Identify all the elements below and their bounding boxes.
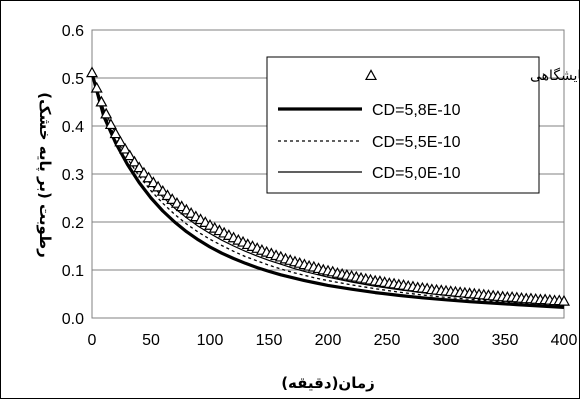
x-tick-label: 150 [256,332,283,349]
data-point [123,149,136,161]
y-tick-label: 0.2 [62,215,84,232]
x-tick-label: 50 [142,332,160,349]
x-tick-label: 200 [315,332,342,349]
legend-item-0: داده‌های آزمایشگاهی [364,67,580,84]
series-layer [85,66,571,309]
data-point [95,95,108,107]
data-point [152,180,165,192]
data-point [156,184,169,196]
series-line-1 [90,72,565,309]
x-tick-label: 300 [433,332,460,349]
x-tick-label: 100 [197,332,224,349]
y-tick-label: 0.1 [62,263,84,280]
legend-items: داده‌های آزمایشگاهی CD=5,8E-10 CD=5,5E-10 C… [278,67,580,182]
legend-item-2: CD=5,5E-10 [278,134,461,151]
data-point [85,66,99,78]
x-tick-label: 350 [492,332,519,349]
x-tick-label: 400 [551,332,578,349]
data-point [114,135,127,147]
x-axis-label: زمان(دقیقه) [281,374,375,392]
legend-label: CD=5,5E-10 [372,134,461,151]
data-point [100,107,113,119]
legend-label: CD=5,0E-10 [372,165,461,182]
data-point [137,166,150,178]
data-point [104,118,117,130]
legend-label: داده‌های آزمایشگاهی [530,67,580,84]
legend: داده‌های آزمایشگاهی CD=5,8E-10 CD=5,5E-10 C… [266,56,580,194]
data-point [119,142,132,154]
y-tick-label: 0.0 [62,311,84,328]
data-point [90,81,103,93]
y-tick-label: 0.4 [62,119,84,136]
data-point [147,176,160,188]
series-line-2 [91,73,565,307]
y-tick-label: 0.5 [62,71,84,88]
y-axis-label: رطوبت (بر پایه خشک) [35,92,54,257]
legend-marker [364,69,378,81]
legend-item-3: CD=5,0E-10 [278,165,461,182]
x-tick-labels: 0 50 100 150 200 250 300 350 400 [88,332,578,349]
data-point [128,155,141,167]
legend-label: CD=5,8E-10 [372,102,461,119]
x-tick-label: 0 [88,332,97,349]
data-point [557,294,571,306]
y-tick-label: 0.3 [62,167,84,184]
legend-box [266,56,540,194]
y-tick-labels: 0.0 0.1 0.2 0.3 0.4 0.5 0.6 [62,23,84,328]
legend-item-1: CD=5,8E-10 [278,102,461,119]
x-tick-label: 250 [374,332,401,349]
data-point [142,171,155,183]
data-point [133,161,146,173]
y-tick-label: 0.6 [62,23,84,40]
data-point [109,127,122,139]
